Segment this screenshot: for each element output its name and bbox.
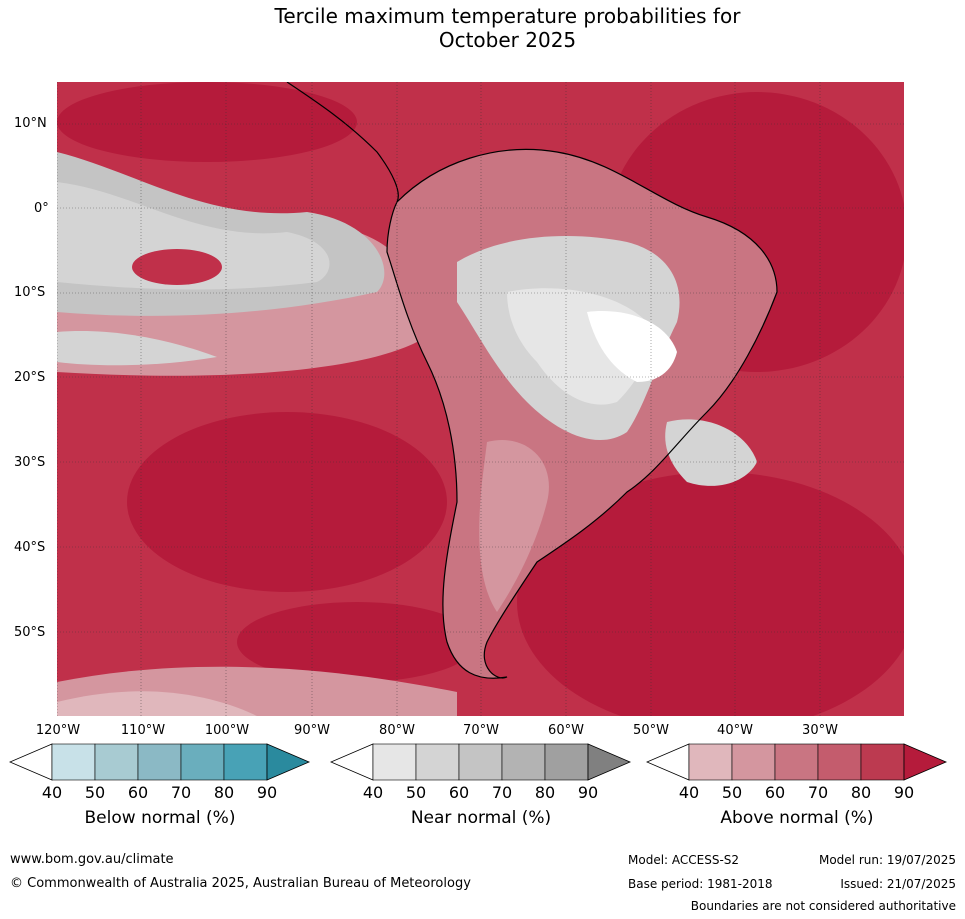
colorbar-tick-label: 90	[256, 783, 278, 802]
colorbar-tick-label: 50	[405, 783, 427, 802]
lon-label-80w: 80°W	[379, 723, 415, 738]
lat-label-10n: 10°N	[14, 116, 47, 131]
lon-label-120w: 120°W	[35, 723, 81, 738]
colorbar-tick-label: 90	[577, 783, 599, 802]
lon-label-50w: 50°W	[633, 723, 669, 738]
lon-label-40w: 40°W	[717, 723, 753, 738]
colorbar-segment	[860, 743, 905, 781]
colorbar-segment	[688, 743, 733, 781]
lon-label-110w: 110°W	[120, 723, 166, 738]
lon-label-30w: 30°W	[802, 723, 838, 738]
colorbar-tick-label: 70	[807, 783, 829, 802]
below-normal-title: Below normal (%)	[84, 808, 236, 828]
lat-label-40s: 40°S	[14, 540, 46, 555]
model-run: Model run: 19/07/2025	[818, 853, 956, 867]
title-line-1: Tercile maximum temperature probabilitie…	[274, 4, 741, 28]
colorbar-segment	[372, 743, 417, 781]
colorbar-segment	[223, 743, 268, 781]
colorbar-extend-high	[903, 743, 948, 781]
colorbar-tick-label: 40	[678, 783, 700, 802]
lat-label-30s: 30°S	[14, 455, 46, 470]
copyright-text: © Commonwealth of Australia 2025, Austra…	[10, 876, 471, 891]
colorbar-segment	[180, 743, 225, 781]
colorbar-extend-low	[9, 743, 53, 781]
colorbar-tick-label: 60	[448, 783, 470, 802]
colorbar-tick-label: 90	[893, 783, 915, 802]
colorbar-tick-label: 60	[764, 783, 786, 802]
colorbar-segment	[51, 743, 96, 781]
colorbar-tick-label: 50	[84, 783, 106, 802]
colorbar-extend-low	[330, 743, 374, 781]
boundaries-disclaimer: Boundaries are not considered authoritat…	[690, 899, 956, 913]
model-name: Model: ACCESS-S2	[628, 853, 740, 867]
lat-label-0: 0°	[34, 201, 49, 216]
colorbar-tick-label: 80	[850, 783, 872, 802]
lon-label-70w: 70°W	[463, 723, 499, 738]
colorbar-tick-label: 80	[213, 783, 235, 802]
near-normal-title: Near normal (%)	[410, 808, 552, 828]
lon-label-100w: 100°W	[204, 723, 250, 738]
colorbar-segment	[817, 743, 862, 781]
below-normal-colorbar	[9, 743, 311, 781]
lat-label-50s: 50°S	[14, 625, 46, 640]
colorbar-segment	[774, 743, 819, 781]
colorbar-extend-low	[646, 743, 690, 781]
colorbar-segment	[731, 743, 776, 781]
base-period: Base period: 1981-2018	[628, 877, 773, 891]
colorbar-tick-label: 80	[534, 783, 556, 802]
title-line-2: October 2025	[438, 28, 577, 52]
near-normal-colorbar	[330, 743, 632, 781]
colorbar-segment	[137, 743, 182, 781]
colorbar-segment	[544, 743, 589, 781]
colorbar-segment	[458, 743, 503, 781]
probability-map	[57, 82, 904, 716]
above-normal-colorbar	[646, 743, 948, 781]
colorbar-extend-high	[587, 743, 632, 781]
lon-label-60w: 60°W	[548, 723, 584, 738]
issued-date: Issued: 21/07/2025	[840, 877, 956, 891]
lat-label-20s: 20°S	[14, 370, 46, 385]
colorbar-tick-label: 40	[362, 783, 384, 802]
colorbar-segment	[415, 743, 460, 781]
colorbar-tick-label: 60	[127, 783, 149, 802]
colorbar-segment	[94, 743, 139, 781]
colorbar-tick-label: 50	[721, 783, 743, 802]
lat-label-10s: 10°S	[14, 285, 46, 300]
colorbar-extend-high	[266, 743, 311, 781]
colorbar-segment	[501, 743, 546, 781]
above-normal-title: Above normal (%)	[720, 808, 874, 828]
colorbar-tick-label: 40	[41, 783, 63, 802]
colorbar-tick-label: 70	[491, 783, 513, 802]
map-title: Tercile maximum temperature probabilitie…	[0, 4, 965, 52]
website-url[interactable]: www.bom.gov.au/climate	[10, 852, 174, 867]
lon-label-90w: 90°W	[294, 723, 330, 738]
colorbar-tick-label: 70	[170, 783, 192, 802]
